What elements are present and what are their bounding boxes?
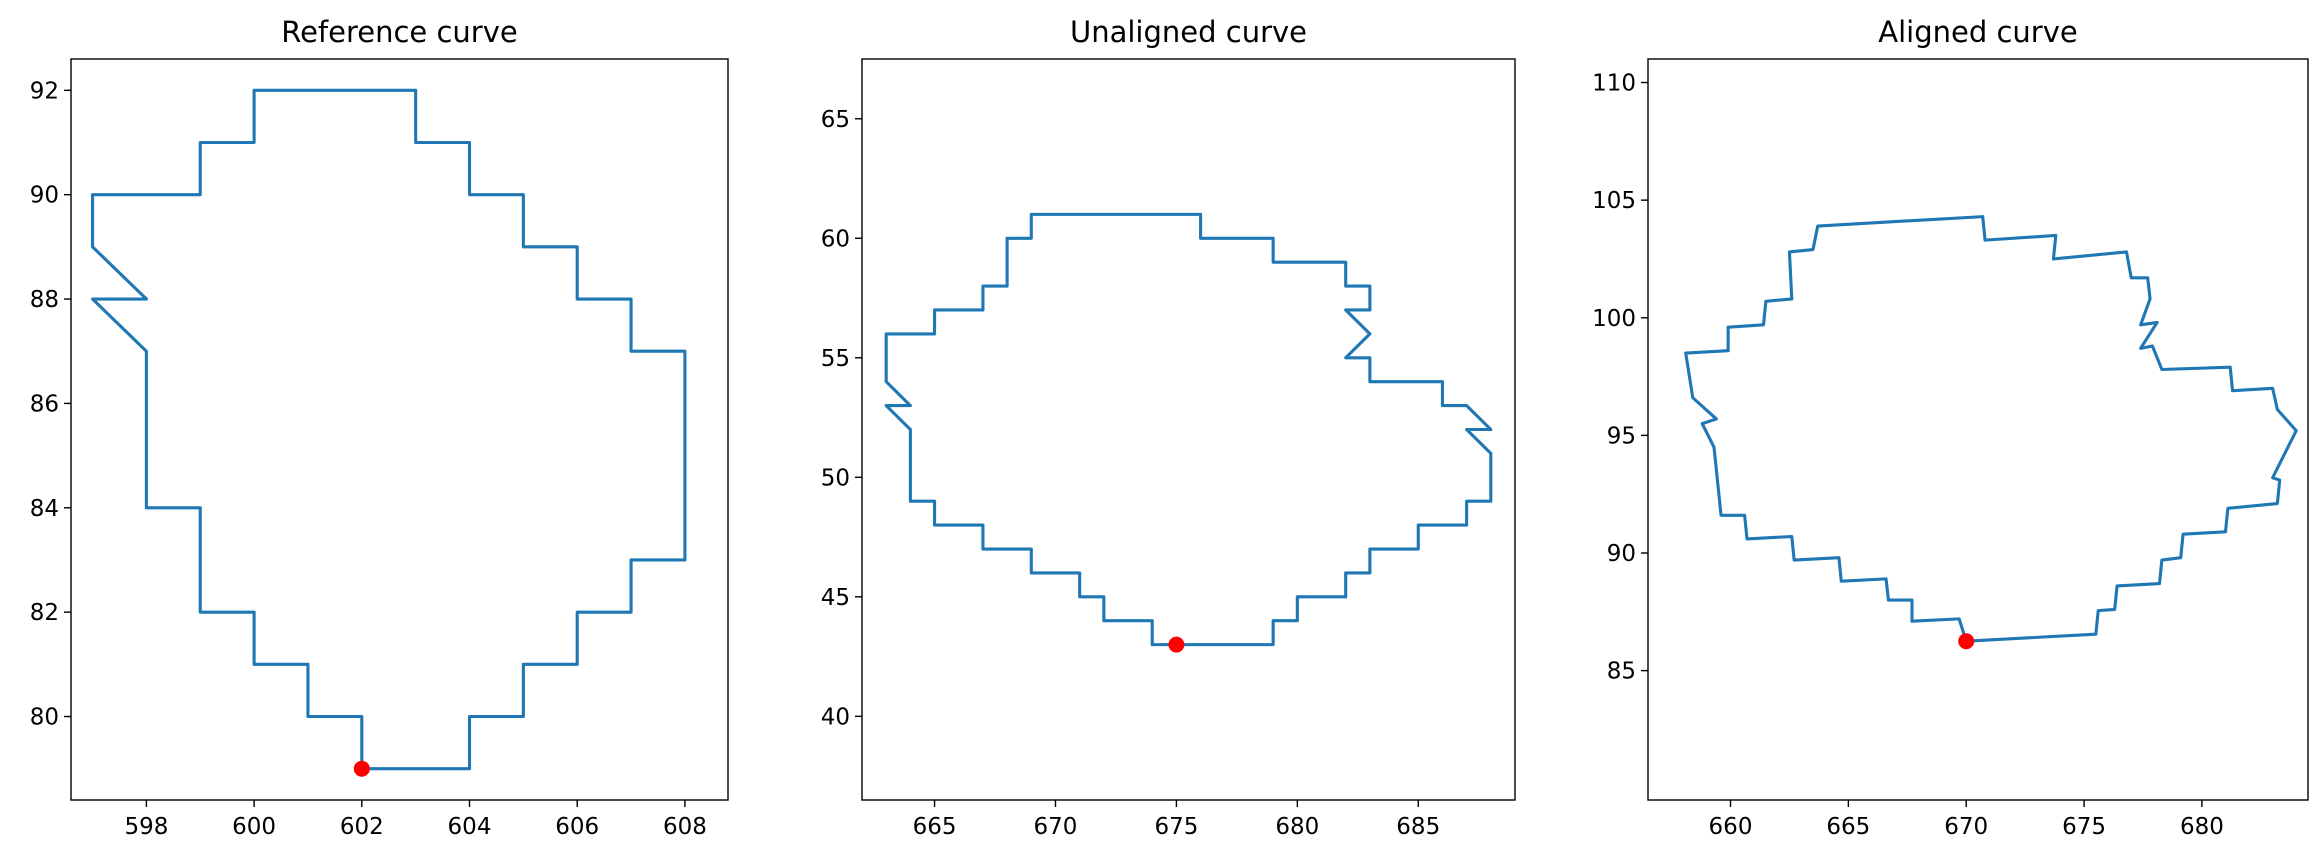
subplot-reference-curve: Reference curve 598 600 602 604 606 608 80 82 84… (30, 15, 729, 840)
y-tick-label: 90 (30, 183, 59, 209)
x-tick-label: 600 (232, 814, 276, 840)
start-point-marker (353, 760, 370, 777)
y-tick-label: 92 (30, 78, 59, 104)
y-tick-label: 40 (821, 704, 850, 730)
x-tick-label: 604 (448, 814, 492, 840)
y-tick-label: 100 (1592, 306, 1636, 332)
curve-line (1684, 215, 2298, 643)
start-point-marker (1168, 636, 1185, 653)
subplot-title: Reference curve (281, 15, 518, 49)
x-tick-label: 606 (555, 814, 599, 840)
x-tick-label: 680 (2180, 814, 2224, 840)
subplot-title: Unaligned curve (1070, 15, 1307, 49)
x-tick-label: 680 (1275, 814, 1319, 840)
x-tick-label: 675 (1154, 814, 1198, 840)
y-tick-label: 45 (821, 585, 850, 611)
y-tick-label: 90 (1607, 541, 1636, 567)
x-tick-label: 608 (663, 814, 707, 840)
subplot-title: Aligned curve (1878, 15, 2077, 49)
y-tick-label: 85 (1607, 659, 1636, 685)
curve-line (884, 212, 1493, 647)
x-tick-label: 665 (913, 814, 957, 840)
subplot-aligned-curve: Aligned curve 660 665 670 675 680 85 90 95 100 10… (1592, 15, 2309, 840)
y-tick-label: 95 (1607, 423, 1636, 449)
subplot-unaligned-curve: Unaligned curve 665 670 675 680 685 40 45 50 55 6… (821, 15, 1516, 840)
y-tick-label: 60 (821, 226, 850, 252)
x-tick-label: 660 (1709, 814, 1753, 840)
x-tick-label: 670 (1034, 814, 1078, 840)
y-tick-label: 86 (30, 391, 59, 417)
y-tick-label: 50 (821, 465, 850, 491)
x-tick-label: 665 (1826, 814, 1870, 840)
start-point-marker (1958, 633, 1975, 650)
x-tick-label: 675 (2062, 814, 2106, 840)
y-tick-label: 65 (821, 107, 850, 133)
y-tick-label: 105 (1592, 188, 1636, 214)
axes-frame (70, 58, 729, 801)
y-tick-label: 110 (1592, 71, 1636, 97)
curve-line (90, 88, 687, 771)
y-tick-label: 55 (821, 346, 850, 372)
x-tick-label: 670 (1944, 814, 1988, 840)
y-tick-label: 88 (30, 287, 59, 313)
y-tick-label: 84 (30, 496, 59, 522)
x-tick-label: 685 (1396, 814, 1440, 840)
y-tick-label: 82 (30, 600, 59, 626)
axes-frame (1647, 58, 2309, 801)
y-tick-label: 80 (30, 705, 59, 731)
x-tick-label: 598 (124, 814, 168, 840)
axes-frame (861, 58, 1516, 801)
x-tick-label: 602 (340, 814, 384, 840)
